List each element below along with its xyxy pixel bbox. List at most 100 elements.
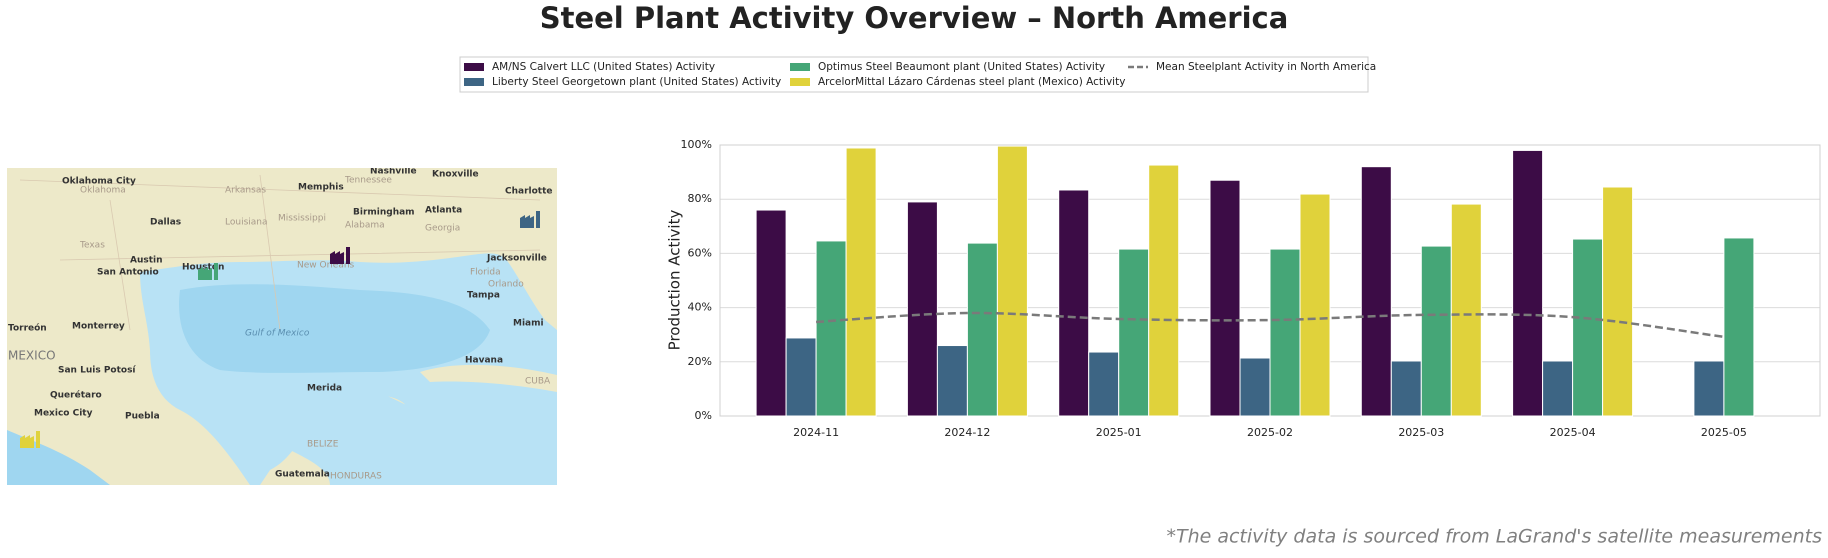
bar xyxy=(1512,149,1544,417)
bar xyxy=(1299,193,1331,417)
map-label: Tampa xyxy=(467,291,500,301)
map-label: Torreón xyxy=(8,323,47,334)
map-label: Oklahoma xyxy=(80,186,126,196)
plant-icon xyxy=(330,247,350,264)
y-tick-label: 20% xyxy=(688,355,712,368)
map-label: MEXICO xyxy=(8,349,56,363)
bar xyxy=(1058,189,1090,417)
bar xyxy=(1693,360,1725,417)
legend-label: Liberty Steel Georgetown plant (United S… xyxy=(492,76,781,88)
map-label: BELIZE xyxy=(307,440,339,450)
map-label: Atlanta xyxy=(425,206,462,216)
map-label: Jacksonville xyxy=(486,254,547,264)
x-tick-label: 2024-11 xyxy=(793,426,839,439)
legend-label: AM/NS Calvert LLC (United States) Activi… xyxy=(492,61,715,73)
mean-line xyxy=(816,311,1725,339)
map-label: Charlotte xyxy=(505,187,553,197)
map-label: Alabama xyxy=(345,221,385,231)
map-label: Orlando xyxy=(488,280,524,290)
gulf-deep xyxy=(179,284,490,373)
legend: AM/NS Calvert LLC (United States) Activi… xyxy=(464,61,1376,88)
footnote: *The activity data is sourced from LaGra… xyxy=(1166,526,1822,548)
map-label: Havana xyxy=(465,356,503,366)
x-tick-label: 2025-04 xyxy=(1550,426,1596,439)
bar xyxy=(1088,351,1120,417)
map-label: Houston xyxy=(182,263,224,273)
y-tick-label: 80% xyxy=(688,192,712,205)
map-label: Mexico City xyxy=(34,409,93,419)
bar xyxy=(1572,238,1604,417)
bar xyxy=(1723,237,1755,417)
plant-icon xyxy=(520,211,540,228)
x-tick-label: 2025-01 xyxy=(1096,426,1142,439)
map-label: Georgia xyxy=(425,224,460,234)
legend-box xyxy=(459,56,1369,93)
bar xyxy=(755,209,787,417)
bar xyxy=(845,147,877,417)
map-label: Arkansas xyxy=(225,186,266,196)
map-label: Monterrey xyxy=(72,322,125,332)
map-label: Austin xyxy=(130,256,163,266)
bar xyxy=(1420,245,1452,417)
bar xyxy=(966,242,998,417)
map-label: Texas xyxy=(79,241,105,251)
map-label: Memphis xyxy=(298,183,344,193)
y-tick-label: 40% xyxy=(688,301,712,314)
bar xyxy=(1450,203,1482,417)
map-label: Oklahoma City xyxy=(62,177,136,187)
legend-label: ArcelorMittal Lázaro Cárdenas steel plan… xyxy=(818,76,1125,88)
bar xyxy=(1360,166,1392,417)
chart-title: Steel Plant Activity Overview – North Am… xyxy=(540,1,1289,35)
y-tick-label: 60% xyxy=(688,246,712,259)
legend-swatch xyxy=(790,63,810,71)
map-label: Tennessee xyxy=(344,176,392,186)
legend-swatch xyxy=(464,78,484,86)
map-label: HONDURAS xyxy=(330,472,382,482)
legend-label: Mean Steelplant Activity in North Americ… xyxy=(1156,61,1376,73)
legend-swatch xyxy=(464,63,484,71)
bar xyxy=(906,201,938,417)
bar xyxy=(1390,360,1422,417)
bar xyxy=(1602,186,1634,417)
bar xyxy=(1542,360,1574,417)
map-label: Puebla xyxy=(125,412,160,422)
y-axis-label: Production Activity xyxy=(666,210,684,351)
map-label: Guatemala xyxy=(275,470,330,480)
map-label: Nashville xyxy=(370,167,417,177)
plant-icon xyxy=(20,431,40,448)
map-label: San Luis Potosí xyxy=(58,366,136,376)
bar xyxy=(1209,179,1241,417)
map-label: Miami xyxy=(513,319,544,329)
bar xyxy=(815,240,847,417)
x-tick-label: 2025-03 xyxy=(1398,426,1444,439)
map-label: Birmingham xyxy=(353,208,415,218)
map-label: Dallas xyxy=(150,218,181,228)
bar xyxy=(1118,248,1150,417)
x-tick-label: 2025-05 xyxy=(1701,426,1747,439)
map-label: Merida xyxy=(307,384,342,394)
bar xyxy=(1148,164,1180,417)
x-tick-label: 2024-12 xyxy=(944,426,990,439)
map-borders xyxy=(19,174,541,331)
y-tick-label: 100% xyxy=(681,138,712,151)
map-label: CUBA xyxy=(525,377,551,387)
cuba-land xyxy=(420,364,557,392)
bar xyxy=(1239,357,1271,417)
bar xyxy=(996,145,1028,417)
map-label: Knoxville xyxy=(432,170,479,180)
map-label: Louisiana xyxy=(225,218,268,228)
map-label: Querétaro xyxy=(50,390,102,401)
map-label: Mississippi xyxy=(278,214,326,224)
legend-label: Optimus Steel Beaumont plant (United Sta… xyxy=(818,61,1105,73)
bar xyxy=(785,337,817,417)
map-label: Florida xyxy=(470,268,501,278)
x-tick-label: 2025-02 xyxy=(1247,426,1293,439)
bar xyxy=(936,345,968,417)
map-label: Gulf of Mexico xyxy=(245,329,310,339)
legend-swatch xyxy=(790,78,810,86)
bar xyxy=(1269,248,1301,417)
map: Oklahoma City Nashville Knoxville Memphi… xyxy=(7,167,557,485)
map-label: New Orleans xyxy=(297,261,355,271)
plant-icon xyxy=(198,263,218,280)
